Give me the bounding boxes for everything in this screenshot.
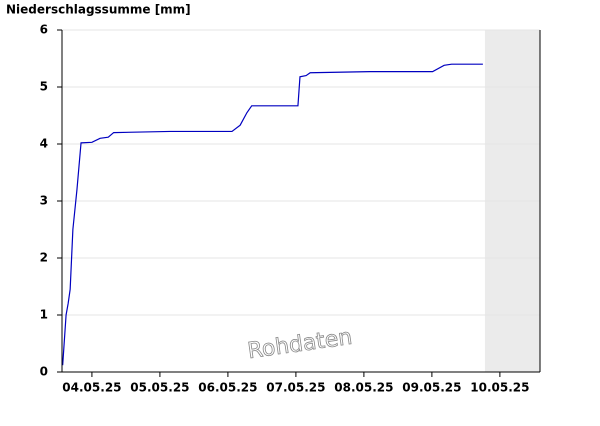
x-tick-label: 09.05.25 bbox=[402, 381, 461, 395]
x-tick-label: 06.05.25 bbox=[198, 381, 257, 395]
chart-title: Niederschlagssumme [mm] bbox=[6, 3, 191, 17]
y-tick-label: 0 bbox=[40, 365, 48, 379]
y-tick-label: 5 bbox=[40, 80, 48, 94]
x-tick-label: 10.05.25 bbox=[470, 381, 529, 395]
x-tick-label: 07.05.25 bbox=[266, 381, 325, 395]
y-tick-label: 4 bbox=[40, 137, 48, 151]
x-tick-label: 08.05.25 bbox=[334, 381, 393, 395]
y-tick-label: 1 bbox=[40, 308, 48, 322]
data-line bbox=[62, 63, 483, 366]
watermark: Rohdaten bbox=[246, 325, 354, 364]
x-tick-label: 05.05.25 bbox=[130, 381, 189, 395]
y-tick-label: 2 bbox=[40, 251, 48, 265]
x-tick-label: 04.05.25 bbox=[62, 381, 121, 395]
y-tick-label: 6 bbox=[40, 23, 48, 37]
y-tick-label: 3 bbox=[40, 194, 48, 208]
